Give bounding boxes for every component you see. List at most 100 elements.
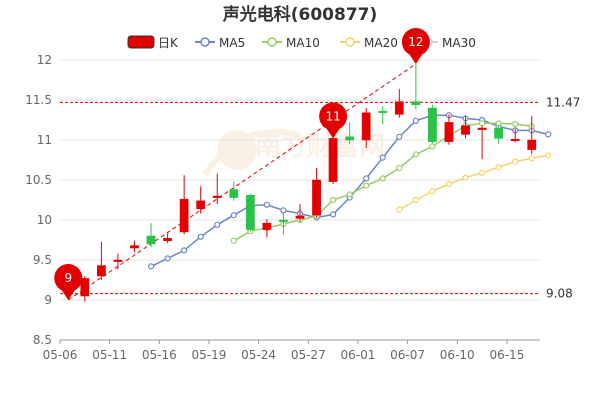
candle-up bbox=[444, 114, 454, 145]
chart-title: 声光电科(600877) bbox=[222, 4, 378, 25]
candle-down bbox=[411, 64, 421, 110]
ma5-point bbox=[396, 133, 403, 140]
candle-down bbox=[428, 104, 437, 144]
candle-up bbox=[328, 132, 338, 184]
candle-body bbox=[394, 101, 404, 115]
candle-down bbox=[494, 124, 504, 144]
watermark-logo: 南方财富网 bbox=[202, 128, 385, 177]
candle-body bbox=[510, 138, 520, 142]
candle-up bbox=[461, 116, 470, 139]
legend-candle-swatch bbox=[127, 35, 155, 49]
candle-up bbox=[80, 276, 90, 302]
trend-line-segment bbox=[67, 63, 417, 301]
candle-body bbox=[444, 122, 454, 142]
legend-label: MA10 bbox=[286, 36, 320, 50]
candle-down bbox=[229, 181, 239, 201]
marker-label: 9 bbox=[64, 271, 72, 285]
legend-label: 日K bbox=[158, 36, 179, 50]
candle-body bbox=[229, 189, 239, 198]
candle-body bbox=[163, 238, 172, 242]
x-tick-label: 05-16 bbox=[142, 348, 177, 362]
marker-pin-head bbox=[319, 102, 348, 131]
ma20-point bbox=[462, 174, 469, 181]
x-tick-label: 05-27 bbox=[291, 348, 326, 362]
candle-body bbox=[312, 179, 321, 216]
candle-up bbox=[295, 204, 305, 222]
candle-body bbox=[378, 110, 388, 113]
ma5-point bbox=[330, 211, 337, 218]
reference-lines: 11.47 9.08 bbox=[60, 95, 580, 301]
candle-body bbox=[130, 245, 139, 249]
y-tick-label: 11.5 bbox=[25, 93, 52, 107]
candle-up bbox=[262, 219, 272, 238]
x-tick-label: 05-11 bbox=[92, 348, 127, 362]
candle-body bbox=[345, 136, 355, 141]
ma20-point bbox=[478, 169, 486, 176]
candle-body bbox=[279, 219, 288, 222]
ma10-point bbox=[478, 120, 486, 127]
legend-item-日k[interactable]: 日K bbox=[127, 35, 179, 50]
candle-body bbox=[113, 259, 123, 262]
ma5-point bbox=[214, 221, 221, 228]
candle-body bbox=[295, 215, 305, 219]
ma5-point bbox=[230, 212, 237, 219]
y-tick-label: 12 bbox=[37, 53, 52, 67]
ma20-point bbox=[396, 206, 403, 213]
ma5-point bbox=[412, 117, 419, 124]
candle-up bbox=[477, 125, 487, 160]
candle-body bbox=[146, 235, 156, 245]
legend-item-ma20[interactable]: MA20 bbox=[340, 36, 398, 50]
candle-up bbox=[212, 173, 222, 204]
marker-label: 11 bbox=[325, 109, 340, 123]
ma5-point bbox=[545, 131, 552, 138]
candle-body bbox=[262, 222, 272, 230]
ma10-point bbox=[363, 182, 370, 189]
marker-label: 12 bbox=[408, 35, 423, 49]
x-tick-label: 06-07 bbox=[390, 348, 425, 362]
candles bbox=[63, 64, 537, 302]
ma10-point bbox=[230, 237, 237, 244]
x-tick-label: 06-10 bbox=[440, 348, 475, 362]
x-tick-label: 05-19 bbox=[192, 348, 227, 362]
legend-item-ma10[interactable]: MA10 bbox=[262, 36, 320, 50]
ma20-point bbox=[445, 180, 453, 188]
candle-up bbox=[130, 240, 139, 252]
x-tick-label: 06-15 bbox=[489, 348, 524, 362]
reference-line-label: 9.08 bbox=[546, 287, 573, 301]
candle-body bbox=[461, 125, 470, 135]
legend-item-ma5[interactable]: MA5 bbox=[195, 36, 245, 50]
marker-pin-head bbox=[54, 264, 83, 292]
ma5-point bbox=[197, 233, 204, 240]
marker-pin-head bbox=[401, 28, 430, 56]
ma10-point bbox=[346, 191, 353, 198]
candle-body bbox=[411, 101, 421, 106]
price-marker: 11 bbox=[319, 102, 348, 139]
y-tick-label: 9.5 bbox=[33, 253, 52, 267]
candle-down bbox=[279, 212, 288, 235]
ma10-point bbox=[512, 120, 519, 128]
ma5-point bbox=[363, 175, 370, 182]
candle-up bbox=[163, 233, 172, 244]
y-tick-label: 8.5 bbox=[33, 333, 52, 347]
candle-down bbox=[345, 122, 355, 144]
ma20-point bbox=[495, 164, 502, 171]
x-tick-label: 05-06 bbox=[43, 348, 78, 362]
ma10-point bbox=[412, 151, 419, 158]
ma5-point bbox=[147, 263, 155, 270]
legend-point-swatch bbox=[345, 37, 355, 47]
ma20-point bbox=[412, 196, 419, 204]
price-markers: 9 11 12 bbox=[54, 28, 430, 300]
candle-up bbox=[394, 88, 404, 118]
x-tick-label: 06-01 bbox=[340, 348, 375, 362]
candle-up bbox=[196, 186, 206, 214]
x-axis: 05-06 05-11 05-16 05-19 05-24 05-27 06-01 06-07… bbox=[43, 340, 524, 362]
trend-line bbox=[67, 63, 417, 301]
candle-body bbox=[245, 194, 255, 230]
ma5-point bbox=[181, 247, 188, 254]
y-tick-label: 9 bbox=[44, 293, 52, 307]
legend-point-swatch bbox=[267, 37, 277, 47]
candle-body bbox=[179, 198, 189, 233]
ma10-point bbox=[330, 196, 337, 204]
price-marker: 9 bbox=[54, 264, 83, 300]
